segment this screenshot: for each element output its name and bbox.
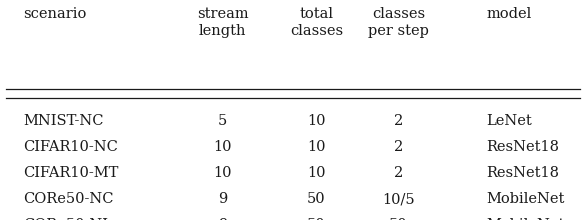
Text: 10/5: 10/5 (382, 192, 415, 206)
Text: 2: 2 (394, 140, 403, 154)
Text: 10: 10 (213, 140, 232, 154)
Text: 5: 5 (218, 114, 227, 128)
Text: 50: 50 (307, 192, 326, 206)
Text: MobileNet: MobileNet (486, 218, 565, 220)
Text: CIFAR10-NC: CIFAR10-NC (23, 140, 118, 154)
Text: MobileNet: MobileNet (486, 192, 565, 206)
Text: 9: 9 (218, 192, 227, 206)
Text: MNIST-NC: MNIST-NC (23, 114, 104, 128)
Text: LeNet: LeNet (486, 114, 532, 128)
Text: CIFAR10-MT: CIFAR10-MT (23, 166, 119, 180)
Text: classes
per step: classes per step (368, 7, 429, 38)
Text: 10: 10 (307, 166, 326, 180)
Text: CORe50-NI: CORe50-NI (23, 218, 108, 220)
Text: scenario: scenario (23, 7, 87, 21)
Text: ResNet18: ResNet18 (486, 140, 560, 154)
Text: CORe50-NC: CORe50-NC (23, 192, 114, 206)
Text: 9: 9 (218, 218, 227, 220)
Text: ResNet18: ResNet18 (486, 166, 560, 180)
Text: 10: 10 (307, 114, 326, 128)
Text: stream
length: stream length (197, 7, 248, 38)
Text: total
classes: total classes (290, 7, 343, 38)
Text: 50: 50 (307, 218, 326, 220)
Text: model: model (486, 7, 532, 21)
Text: 10: 10 (307, 140, 326, 154)
Text: 10: 10 (213, 166, 232, 180)
Text: 2: 2 (394, 114, 403, 128)
Text: 50: 50 (389, 218, 408, 220)
Text: 2: 2 (394, 166, 403, 180)
